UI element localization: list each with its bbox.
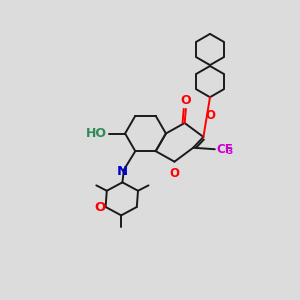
Text: O: O [181,94,191,107]
Text: N: N [117,165,128,178]
Text: O: O [205,109,215,122]
Text: HO: HO [86,127,107,140]
Text: O: O [169,167,179,180]
Text: 3: 3 [226,147,232,156]
Text: O: O [94,201,106,214]
Text: CF: CF [216,143,233,156]
